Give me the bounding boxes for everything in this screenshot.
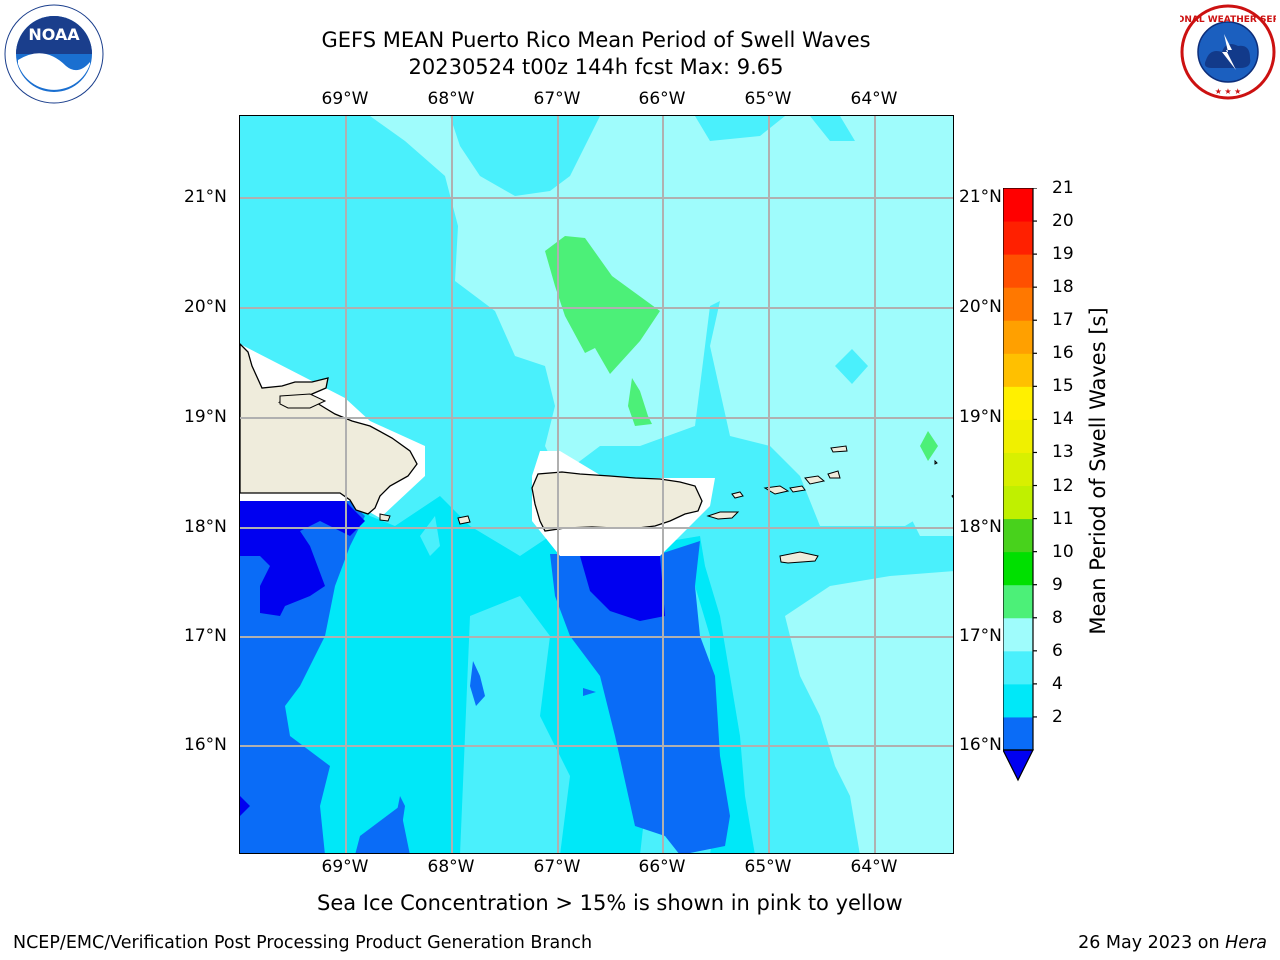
lat-label-left: 18°N xyxy=(184,517,227,537)
footer-credit: NCEP/EMC/Verification Post Processing Pr… xyxy=(13,933,593,953)
colorbar-under-arrow xyxy=(1003,749,1034,782)
tortola xyxy=(804,475,826,485)
colorbar-band xyxy=(1003,419,1033,453)
lat-label-left: 19°N xyxy=(184,407,227,427)
swell-period-field xyxy=(240,116,953,853)
lon-label-top: 68°W xyxy=(427,89,475,109)
colorbar xyxy=(1003,188,1037,782)
lon-label-top: 64°W xyxy=(850,89,898,109)
vieques xyxy=(706,511,740,520)
colorbar-band xyxy=(1003,551,1033,586)
lat-label-right: 19°N xyxy=(959,407,1002,427)
colorbar-band xyxy=(1003,584,1033,619)
lon-label-bottom: 64°W xyxy=(850,857,898,877)
colorbar-tick-label: 15 xyxy=(1052,376,1074,397)
colorbar-tick-label: 2 xyxy=(1052,706,1063,727)
st-croix xyxy=(779,551,819,564)
lon-label-bottom: 68°W xyxy=(427,857,475,877)
colorbar-band xyxy=(1003,617,1033,652)
colorbar-tick-label: 10 xyxy=(1052,541,1074,562)
nws-logo-text: NATIONAL WEATHER SERVICE xyxy=(1180,15,1276,25)
lat-label-left: 21°N xyxy=(184,187,227,207)
svg-text:★ ★ ★: ★ ★ ★ xyxy=(1215,87,1242,96)
colorbar-band xyxy=(1003,683,1033,718)
mona-island xyxy=(457,515,471,525)
colorbar-tick-label: 17 xyxy=(1052,310,1074,331)
colorbar-tick-label: 20 xyxy=(1052,211,1074,232)
lat-label-left: 17°N xyxy=(184,626,227,646)
lon-label-bottom: 65°W xyxy=(744,857,792,877)
colorbar-tick-label: 11 xyxy=(1052,508,1074,529)
lat-label-right: 16°N xyxy=(959,735,1002,755)
colorbar-band xyxy=(1003,221,1033,255)
colorbar-band xyxy=(1003,320,1033,354)
noaa-logo: NOAA xyxy=(4,4,104,104)
lon-label-top: 67°W xyxy=(533,89,581,109)
lon-label-bottom: 66°W xyxy=(638,857,686,877)
colorbar-band xyxy=(1003,386,1033,420)
lon-label-top: 65°W xyxy=(744,89,792,109)
footer-date-text: 26 May 2023 on xyxy=(1078,933,1226,953)
colorbar-band xyxy=(1003,518,1033,553)
colorbar-tick-label: 16 xyxy=(1052,343,1074,364)
lon-label-top: 66°W xyxy=(638,89,686,109)
footer-date: 26 May 2023 on Hera xyxy=(1078,933,1267,953)
colorbar-band xyxy=(1003,452,1033,487)
lat-label-left: 20°N xyxy=(184,297,227,317)
colorbar-band xyxy=(1003,287,1033,321)
lat-label-right: 20°N xyxy=(959,297,1002,317)
lon-label-bottom: 67°W xyxy=(533,857,581,877)
lat-label-right: 17°N xyxy=(959,626,1002,646)
puerto-rico xyxy=(531,471,703,532)
colorbar-label: Mean Period of Swell Waves [s] xyxy=(1086,307,1110,635)
map-title: GEFS MEAN Puerto Rico Mean Period of Swe… xyxy=(321,28,871,52)
colorbar-tick-label: 12 xyxy=(1052,475,1074,496)
colorbar-tick-label: 9 xyxy=(1052,574,1063,595)
colorbar-band xyxy=(1003,650,1033,685)
colorbar-band xyxy=(1003,353,1033,387)
lon-label-bottom: 69°W xyxy=(321,857,369,877)
anegada xyxy=(830,445,848,453)
noaa-logo-text: NOAA xyxy=(28,25,80,44)
colorbar-band xyxy=(1003,716,1033,751)
colorbar-band xyxy=(1003,485,1033,520)
lat-label-left: 16°N xyxy=(184,735,227,755)
contour-9-10 xyxy=(545,236,660,374)
colorbar-band xyxy=(1003,254,1033,288)
contour-under-2 xyxy=(240,501,365,616)
lat-label-right: 18°N xyxy=(959,517,1002,537)
colorbar-tick-label: 8 xyxy=(1052,607,1063,628)
st-thomas xyxy=(763,485,790,495)
colorbar-tick-label: 6 xyxy=(1052,640,1063,661)
map-subtitle: 20230524 t00z 144h fcst Max: 9.65 xyxy=(408,55,784,79)
colorbar-tick-label: 19 xyxy=(1052,244,1074,265)
colorbar-tick-label: 13 xyxy=(1052,442,1074,463)
lon-label-top: 69°W xyxy=(321,89,369,109)
colorbar-tick-label: 4 xyxy=(1052,673,1063,694)
graticule xyxy=(240,116,953,853)
map-panel xyxy=(239,115,954,854)
footer-machine: Hera xyxy=(1225,933,1267,953)
colorbar-tick-label: 21 xyxy=(1052,178,1074,198)
colorbar-tick-label: 14 xyxy=(1052,409,1074,430)
culebra xyxy=(731,491,744,499)
nws-logo: NATIONAL WEATHER SERVICE ★ ★ ★ xyxy=(1180,4,1276,100)
colorbar-tick-label: 18 xyxy=(1052,277,1074,298)
colorbar-band xyxy=(1003,188,1033,222)
lat-label-right: 21°N xyxy=(959,187,1002,207)
sea-ice-note: Sea Ice Concentration > 15% is shown in … xyxy=(317,891,903,915)
